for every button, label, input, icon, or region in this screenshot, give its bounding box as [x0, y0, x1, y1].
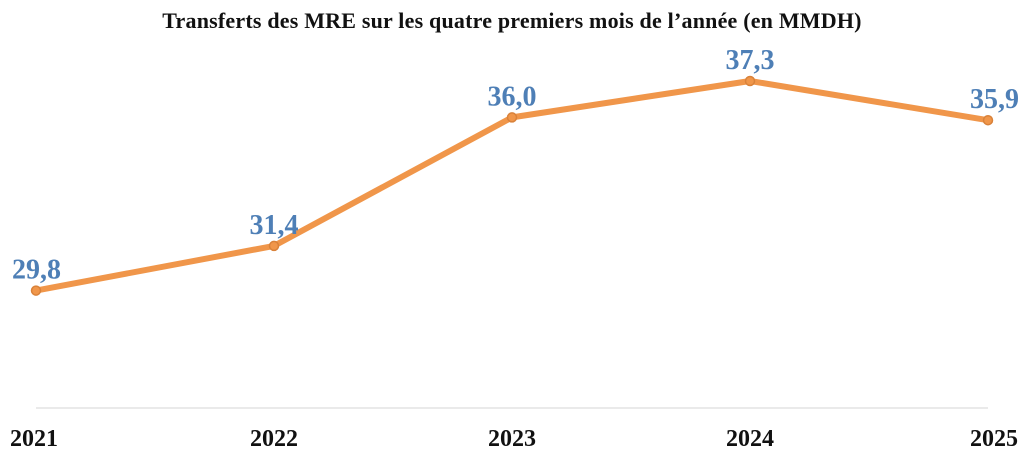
series-group: 29,8 31,4 36,0 37,3 35,9 [12, 45, 1019, 296]
x-tick-label: 2025 [970, 426, 1018, 452]
data-label: 36,0 [488, 81, 537, 112]
x-tick-label: 2022 [250, 426, 298, 452]
data-point [506, 112, 518, 123]
data-label: 29,8 [12, 255, 61, 286]
x-tick-labels: 2021 2022 2023 2024 2025 [10, 426, 1018, 452]
data-label: 37,3 [726, 45, 775, 76]
data-label: 31,4 [250, 210, 299, 241]
data-point [30, 285, 42, 296]
x-tick-label: 2021 [10, 426, 58, 452]
data-point [268, 240, 280, 252]
data-label: 35,9 [970, 84, 1019, 115]
data-point [744, 75, 756, 87]
x-tick-label: 2024 [726, 426, 774, 452]
chart-title: Transferts des MRE sur les quatre premie… [162, 8, 862, 33]
x-tick-label: 2023 [488, 426, 536, 452]
data-point [982, 114, 994, 126]
